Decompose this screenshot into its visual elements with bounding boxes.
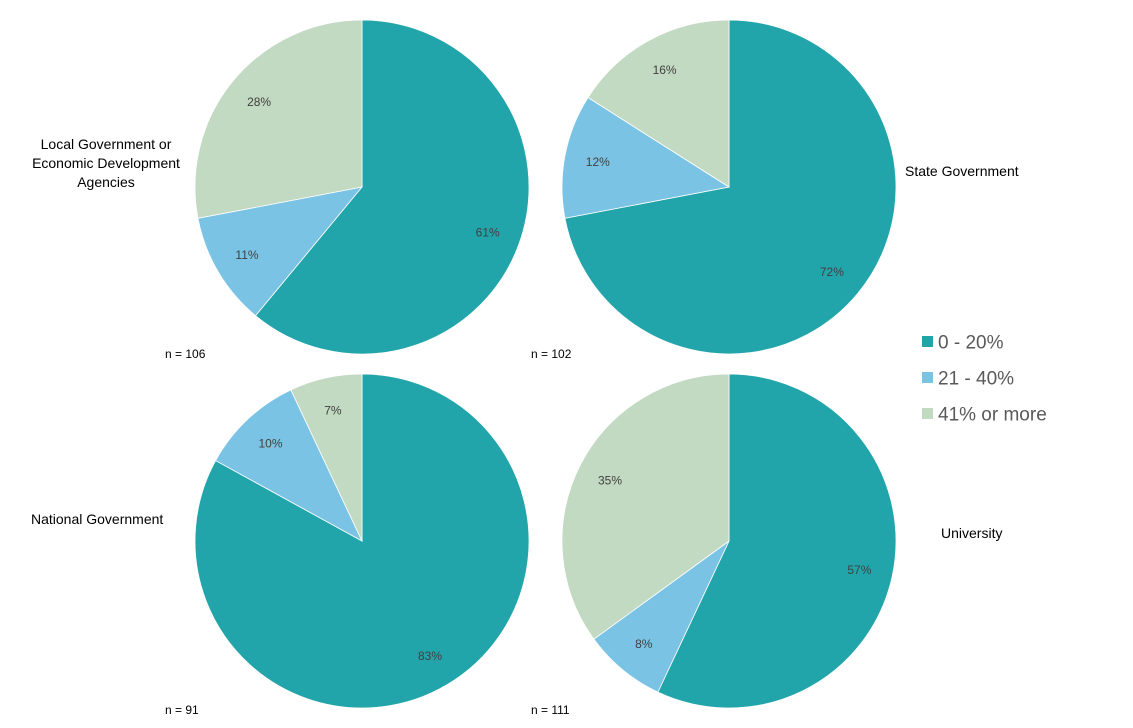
- slice-label-university-0-20: 57%: [847, 563, 871, 577]
- pie-slice-national-government-21-40: [215, 389, 363, 542]
- legend-label-41-or-more: 41% or more: [938, 405, 1047, 426]
- pie-slice-state-government-0-20: [564, 19, 897, 355]
- slice-label-state-government-21-40: 12%: [586, 155, 610, 169]
- pie-slice-university-41-or-more: [561, 373, 730, 640]
- sample-size-university: n = 111: [531, 703, 570, 717]
- pie-slice-state-government-41-or-more: [587, 19, 730, 188]
- slice-label-local-government-or-economic-development-agencies-0-20: 61%: [476, 225, 500, 239]
- sample-size-national-government: n = 91: [165, 703, 199, 717]
- pie-slice-local-government-or-economic-development-agencies-0-20: [254, 19, 530, 355]
- legend-label-21-40: 21 - 40%: [938, 369, 1014, 390]
- pie-slice-national-government-41-or-more: [290, 373, 363, 542]
- pie-title-state-government: State Government: [905, 163, 1019, 179]
- pie-title-local-government-or-economic-development-agencies: Local Government or Economic Development A…: [32, 136, 180, 190]
- slice-label-national-government-41-or-more: 7%: [324, 404, 342, 418]
- legend: 0 - 20% 21 - 40% 41% or more: [922, 333, 1047, 426]
- pie-title-national-government: National Government: [31, 511, 163, 527]
- pie-slice-local-government-or-economic-development-agencies-21-40: [197, 186, 364, 317]
- sample-size-local-government-or-economic-development-agencies: n = 106: [165, 347, 206, 361]
- pie-slice-local-government-or-economic-development-agencies-41-or-more: [194, 19, 363, 219]
- pie-slice-state-government-21-40: [561, 96, 731, 219]
- legend-item-0-20: 0 - 20%: [922, 333, 1004, 354]
- pie-slice-university-0-20: [657, 373, 897, 709]
- pie-local-government-or-economic-development-agencies: 61% 11% 28% Local Government or Economic Dev…: [32, 19, 530, 361]
- pie-title-university: University: [941, 525, 1002, 541]
- legend-swatch-41-or-more: [922, 408, 933, 419]
- legend-item-21-40: 21 - 40%: [922, 369, 1014, 390]
- pie-national-government: 83% 10% 7% National Government n = 91: [31, 373, 530, 717]
- legend-item-41-or-more: 41% or more: [922, 405, 1047, 426]
- legend-swatch-0-20: [922, 336, 933, 347]
- legend-label-0-20: 0 - 20%: [938, 333, 1004, 354]
- slice-label-local-government-or-economic-development-agencies-21-40: 11%: [235, 248, 258, 262]
- slice-label-university-21-40: 8%: [635, 637, 653, 651]
- slice-label-local-government-or-economic-development-agencies-41-or-more: 28%: [247, 95, 271, 109]
- sample-size-state-government: n = 102: [531, 347, 572, 361]
- legend-swatch-21-40: [922, 372, 933, 383]
- slice-label-state-government-41-or-more: 16%: [653, 63, 677, 77]
- slice-label-national-government-21-40: 10%: [258, 437, 282, 451]
- slice-label-state-government-0-20: 72%: [820, 265, 844, 279]
- pie-state-government: 72% 12% 16% State Government n = 102: [531, 19, 1019, 361]
- slice-label-national-government-0-20: 83%: [418, 649, 442, 663]
- slice-label-university-41-or-more: 35%: [598, 473, 622, 487]
- pie-university: 57% 8% 35% University n = 111: [531, 373, 1002, 717]
